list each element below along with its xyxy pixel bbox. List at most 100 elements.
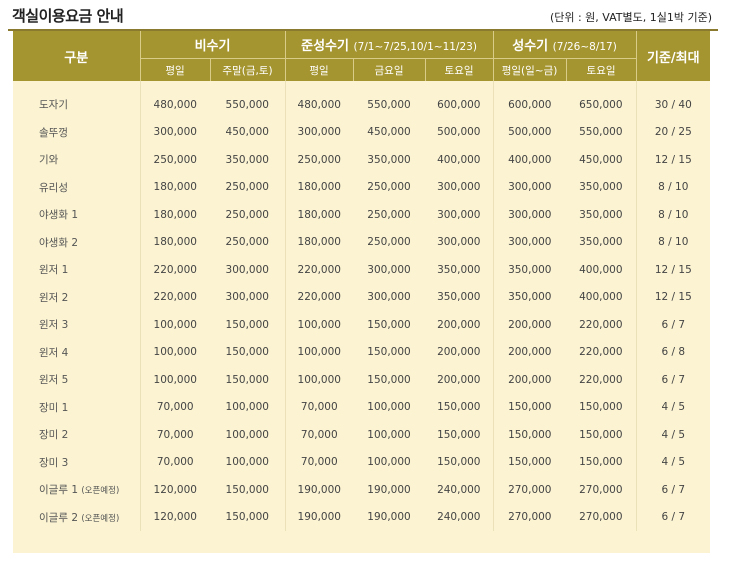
price-cell: 150,000: [579, 428, 623, 441]
price-cell: 300,000: [437, 208, 481, 221]
price-cell: 300,000: [367, 291, 411, 304]
room-name: 장미 1: [39, 401, 69, 414]
price-cell: 100,000: [139, 338, 210, 366]
capacity-cell: 6 / 7: [635, 476, 711, 504]
price-cell: 300,000: [284, 118, 354, 146]
capacity-cell: 30 / 40: [635, 81, 711, 119]
price-cell: 300,000: [225, 263, 269, 276]
price-cell: 100,000: [139, 311, 210, 339]
room-name-cell: 윈저 5: [13, 366, 140, 394]
price-cell: 300,000: [367, 263, 411, 276]
off-weekday-header: 평일: [139, 58, 210, 81]
price-cell: 70,000: [139, 421, 210, 449]
price-cell: 220,000: [284, 283, 354, 311]
capacity-cell: 4 / 5: [635, 393, 711, 421]
off-weekend-header: 주말(금,토): [209, 58, 286, 81]
price-cell: 240,000: [437, 511, 481, 524]
capacity-cell: 12 / 15: [635, 256, 711, 284]
price-cell: 100,000: [284, 338, 354, 366]
price-cell: 220,000: [579, 346, 623, 359]
room-name: 윈저 1: [39, 264, 69, 277]
capacity-header: 기준/최대: [635, 31, 711, 81]
price-cell: 150,000: [492, 393, 567, 421]
price-cell: 180,000: [139, 173, 210, 201]
capacity-cell: 20 / 25: [635, 118, 711, 146]
capacity-cell: 6 / 7: [635, 503, 711, 531]
price-cell: 100,000: [225, 456, 269, 469]
price-cell: 150,000: [579, 401, 623, 414]
price-cell: 150,000: [437, 456, 481, 469]
price-cell: 150,000: [492, 421, 567, 449]
shoulder-friday-header: 금요일: [352, 58, 426, 81]
price-cell: 190,000: [284, 503, 354, 531]
price-cell: 190,000: [367, 511, 411, 524]
price-cell: 250,000: [139, 146, 210, 174]
capacity-cell: 6 / 7: [635, 311, 711, 339]
room-name-cell: 윈저 2: [13, 284, 140, 312]
room-name-cell: 장미 3: [13, 449, 140, 477]
table-row: 야생화 2 180,000 250,000 180,000 250,000 300,000…: [13, 228, 711, 256]
page-title: 객실이용요금 안내: [12, 7, 124, 25]
price-cell: 100,000: [367, 401, 411, 414]
peak-weekday-header: 평일(일~금): [492, 58, 567, 81]
price-cell: 180,000: [284, 173, 354, 201]
price-cell: 550,000: [367, 98, 411, 111]
price-cell: 550,000: [579, 126, 623, 139]
price-cell: 150,000: [579, 456, 623, 469]
shoulder-saturday-header: 토요일: [424, 58, 494, 81]
room-name: 윈저 2: [39, 291, 69, 304]
price-cell: 300,000: [225, 291, 269, 304]
capacity-cell: 8 / 10: [635, 201, 711, 229]
price-cell: 150,000: [225, 511, 269, 524]
price-cell: 150,000: [437, 428, 481, 441]
title-divider: [8, 29, 718, 31]
price-cell: 150,000: [367, 346, 411, 359]
price-cell: 250,000: [367, 208, 411, 221]
price-cell: 180,000: [139, 201, 210, 229]
table-row: 장미 1 70,000 100,000 70,000 100,000 150,000 150…: [13, 393, 711, 422]
price-cell: 270,000: [492, 503, 567, 531]
table-row: 장미 2 70,000 100,000 70,000 100,000 150,000 150…: [13, 421, 711, 449]
price-cell: 500,000: [492, 118, 567, 146]
table-row: 이글루 2 (오픈예정) 120,000 150,000 190,000 190,000…: [13, 503, 711, 532]
room-name: 이글루 2: [39, 511, 78, 524]
price-cell: 100,000: [225, 428, 269, 441]
price-cell: 350,000: [579, 208, 623, 221]
price-cell: 70,000: [284, 448, 354, 476]
price-cell: 600,000: [437, 98, 481, 111]
price-cell: 200,000: [492, 338, 567, 366]
room-name: 유리성: [39, 181, 68, 194]
price-cell: 300,000: [492, 228, 567, 256]
price-cell: 200,000: [437, 346, 481, 359]
price-cell: 150,000: [367, 373, 411, 386]
table-row: 도자기 480,000 550,000 480,000 550,000 600,000 60…: [13, 81, 711, 119]
room-name-cell: 도자기: [13, 81, 140, 119]
room-name-cell: 이글루 2 (오픈예정): [13, 504, 140, 532]
price-cell: 250,000: [225, 236, 269, 249]
price-cell: 480,000: [284, 81, 354, 119]
table-row: 윈저 4 100,000 150,000 100,000 150,000 200,000 2…: [13, 338, 711, 366]
price-cell: 180,000: [139, 228, 210, 256]
price-cell: 400,000: [579, 263, 623, 276]
table-row: 기와 250,000 350,000 250,000 350,000 400,000 400…: [13, 146, 711, 174]
table-row: 윈저 5 100,000 150,000 100,000 150,000 200,000 2…: [13, 366, 711, 394]
price-cell: 480,000: [139, 81, 210, 119]
price-cell: 250,000: [367, 181, 411, 194]
table-row: 장미 3 70,000 100,000 70,000 100,000 150,000 150…: [13, 448, 711, 477]
price-cell: 450,000: [579, 153, 623, 166]
opening-soon-tag: (오픈예정): [81, 486, 120, 497]
price-cell: 250,000: [367, 236, 411, 249]
room-name-cell: 윈저 3: [13, 311, 140, 339]
room-name-cell: 솔뚜껑: [13, 119, 140, 147]
price-cell: 500,000: [437, 126, 481, 139]
price-cell: 400,000: [492, 146, 567, 174]
price-cell: 70,000: [139, 448, 210, 476]
unit-note: (단위 : 원, VAT별도, 1실1박 기준): [549, 11, 712, 24]
table-row: 유리성 180,000 250,000 180,000 250,000 300,000 30…: [13, 173, 711, 201]
room-name-cell: 장미 1: [13, 394, 140, 422]
price-cell: 250,000: [225, 181, 269, 194]
price-cell: 300,000: [437, 236, 481, 249]
price-cell: 70,000: [284, 393, 354, 421]
table-row: 윈저 2 220,000 300,000 220,000 300,000 350,000 3…: [13, 283, 711, 312]
price-cell: 350,000: [437, 291, 481, 304]
